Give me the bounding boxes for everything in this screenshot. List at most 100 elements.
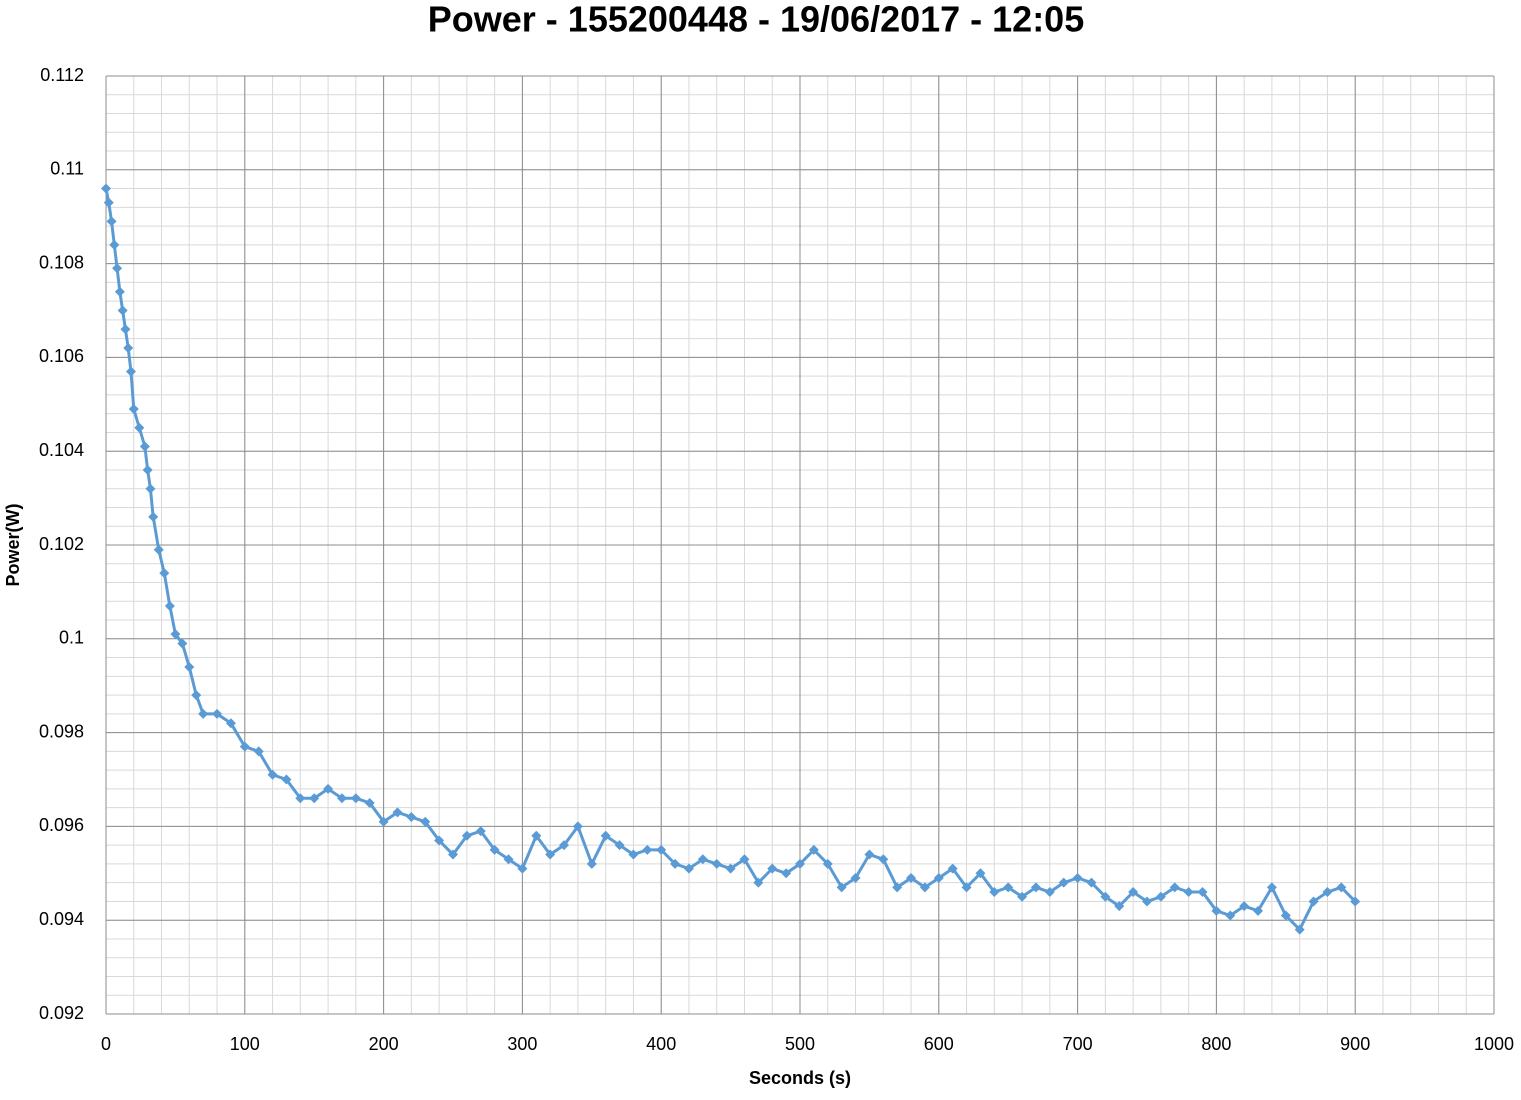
y-tick-label: 0.1 [59,628,84,648]
marker [767,863,778,874]
marker [1183,887,1194,898]
marker [1280,910,1291,921]
marker [281,774,292,785]
y-tick-label: 0.104 [39,440,84,460]
marker [1142,896,1152,907]
marker [225,718,236,729]
marker [239,741,250,752]
marker [159,568,170,579]
marker [336,793,347,804]
marker [1017,891,1028,902]
line [104,188,1357,933]
marker [392,807,403,818]
marker [145,483,156,494]
marker [123,343,134,354]
marker [212,708,223,719]
x-tick-label: 700 [1063,1034,1093,1054]
marker [545,849,556,860]
marker [153,544,164,555]
x-tick-label: 1000 [1474,1034,1514,1054]
marker [198,708,209,719]
marker [406,812,417,823]
marker [531,830,542,841]
marker [125,366,136,377]
marker [836,882,847,893]
marker [106,216,117,227]
marker [1003,882,1014,893]
marker [309,793,320,804]
marker [434,835,445,846]
marker [1044,887,1055,898]
marker [711,858,722,869]
marker [614,840,625,851]
marker [697,854,708,865]
marker [864,849,875,860]
y-tick-label: 0.098 [39,721,84,741]
x-tick-label: 200 [369,1034,399,1054]
marker [1128,887,1139,898]
marker [683,863,694,874]
marker [114,286,125,297]
marker [503,854,514,865]
marker [142,464,153,475]
marker [170,629,181,640]
marker [1350,896,1361,907]
marker [139,441,150,452]
marker [1211,905,1222,916]
marker [1169,882,1180,893]
marker [1100,891,1111,902]
y-tick-label: 0.092 [39,1003,84,1023]
marker [1072,872,1083,883]
marker [850,872,861,883]
y-tick-label: 0.112 [40,65,84,85]
marker [878,854,889,865]
marker [656,844,667,855]
marker [572,821,583,832]
marker [323,783,334,794]
marker [559,840,570,851]
marker [448,849,458,860]
marker [600,830,611,841]
marker [1030,882,1041,893]
marker [109,239,120,250]
marker [947,863,958,874]
marker [1322,887,1333,898]
marker [475,826,486,837]
y-tick-label: 0.102 [39,534,84,554]
marker [1086,877,1097,888]
marker [1253,905,1264,916]
marker [112,263,123,274]
marker [739,854,750,865]
marker [103,197,114,208]
y-tick-label: 0.108 [39,252,84,272]
marker [1058,877,1069,888]
marker [253,746,264,757]
marker [795,858,805,869]
y-tick-label: 0.094 [39,909,84,929]
y-tick-label: 0.11 [50,159,84,179]
marker [461,830,472,841]
marker [725,863,736,874]
marker [1239,901,1250,912]
marker [670,858,681,869]
x-tick-label: 400 [646,1034,676,1054]
marker [1336,882,1347,893]
x-axis-label: Seconds (s) [749,1068,851,1088]
marker [586,858,597,869]
x-tick-label: 900 [1340,1034,1370,1054]
marker [1225,910,1236,921]
marker [1114,901,1125,912]
x-tick-label: 0 [101,1034,111,1054]
marker [808,844,819,855]
marker [295,793,306,804]
marker [642,844,653,855]
marker [517,863,528,874]
marker [120,324,131,335]
marker [184,661,195,672]
marker [420,816,431,827]
x-tick-label: 500 [785,1034,815,1054]
marker [1197,887,1208,898]
marker [933,872,944,883]
marker [961,882,972,893]
marker [101,183,111,194]
